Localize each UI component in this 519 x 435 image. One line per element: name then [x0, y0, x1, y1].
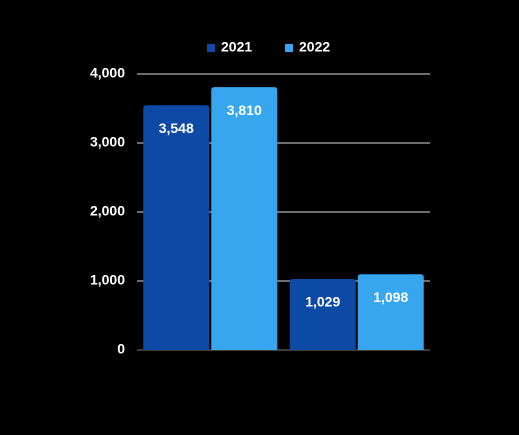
legend-swatch	[207, 44, 215, 52]
bar	[289, 278, 356, 350]
value-label: 1,029	[305, 294, 340, 310]
legend-label: 2022	[299, 39, 330, 55]
y-tick-label: 1,000	[90, 272, 125, 288]
bar	[357, 274, 424, 350]
value-label: 3,548	[159, 120, 194, 136]
y-tick-label: 0	[117, 341, 125, 357]
y-tick-label: 2,000	[90, 203, 125, 219]
bar	[143, 105, 210, 350]
legend-swatch	[285, 44, 293, 52]
bar	[211, 87, 278, 351]
y-tick-label: 4,000	[90, 65, 125, 81]
value-label: 1,098	[373, 289, 408, 305]
y-tick-label: 3,000	[90, 134, 125, 150]
legend-label: 2021	[221, 39, 252, 55]
value-label: 3,810	[227, 102, 262, 118]
